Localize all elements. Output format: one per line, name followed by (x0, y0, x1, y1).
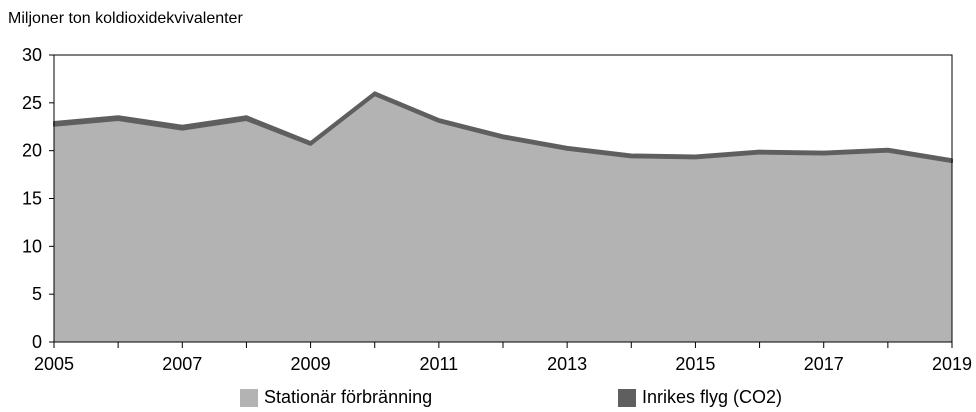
y-tick-label: 0 (32, 332, 42, 352)
legend-swatch-inrikes-flyg (618, 388, 636, 407)
y-axis-title: Miljoner ton koldioxidekvivalenter (8, 10, 243, 27)
y-tick-label: 25 (22, 93, 42, 113)
x-tick-label: 2011 (419, 354, 458, 374)
legend-label-stationar: Stationär förbränning (264, 387, 433, 407)
legend-label-inrikes-flyg: Inrikes flyg (CO2) (642, 387, 783, 407)
legend-item-inrikes-flyg: Inrikes flyg (CO2) (618, 387, 782, 408)
x-tick-label: 2005 (34, 354, 74, 374)
y-tick-label: 20 (22, 141, 42, 161)
x-tick-label: 2013 (547, 354, 587, 374)
y-tick-label: 5 (32, 284, 42, 304)
y-tick-label: 15 (22, 189, 42, 209)
x-tick-label: 2007 (162, 354, 202, 374)
y-tick-label: 10 (22, 236, 42, 256)
x-tick-label: 2009 (291, 354, 331, 374)
x-tick-label: 2017 (804, 354, 844, 374)
x-tick-label: 2015 (675, 354, 715, 374)
legend-swatch-stationar (240, 388, 258, 407)
y-tick-label: 30 (22, 45, 42, 65)
legend-item-stationar: Stationär förbränning (240, 387, 432, 408)
x-tick-label: 2019 (932, 354, 972, 374)
area-series-stationar (54, 95, 952, 343)
